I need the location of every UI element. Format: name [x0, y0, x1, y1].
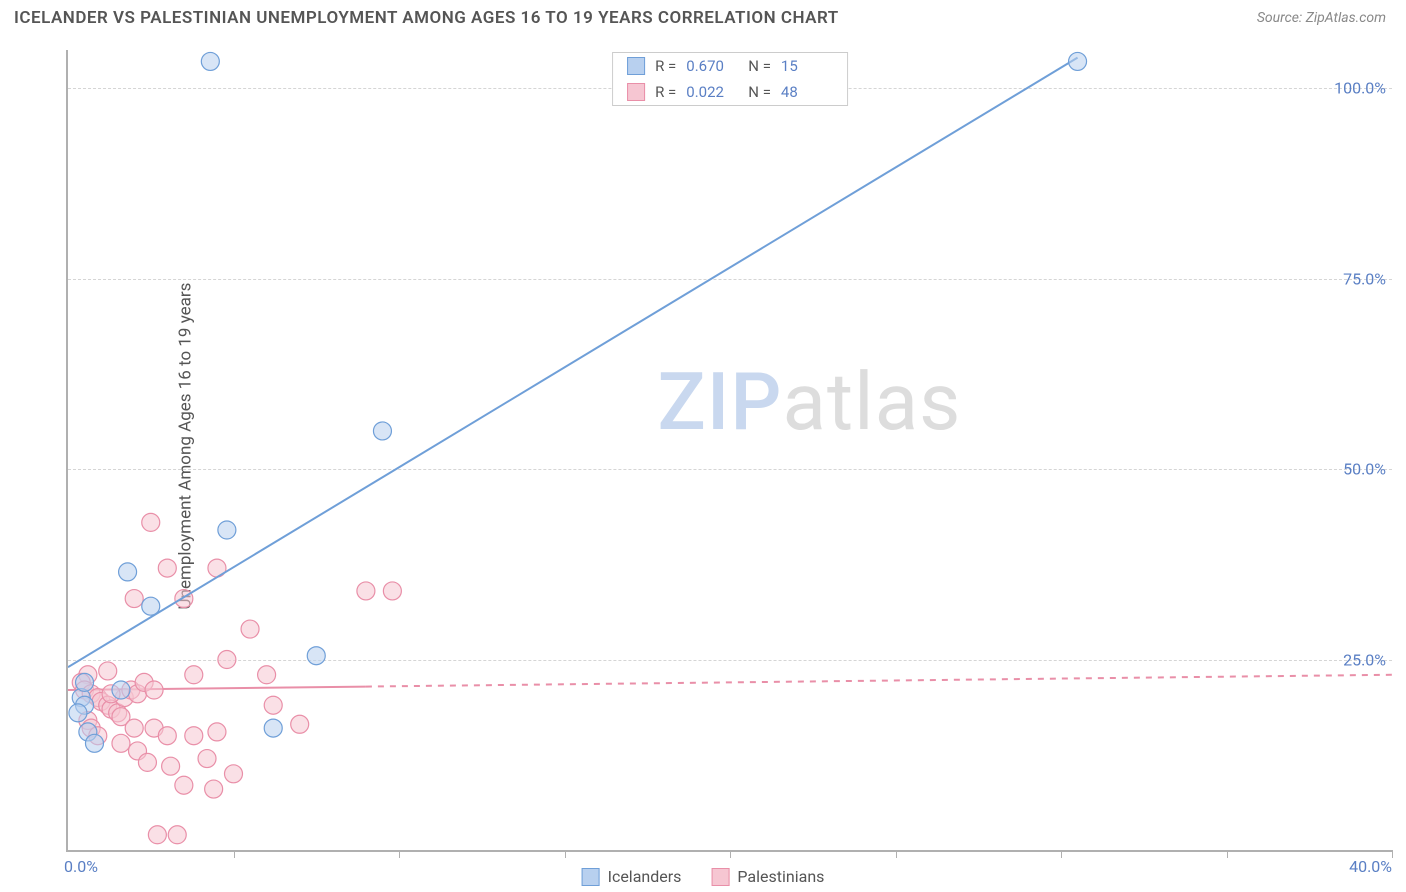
- stat-r-value: 0.022: [686, 83, 738, 101]
- x-tick-label: 0.0%: [64, 857, 98, 876]
- data-point: [218, 651, 236, 669]
- data-point: [158, 727, 176, 745]
- data-point: [201, 52, 219, 70]
- stat-r-value: 0.670: [686, 57, 738, 75]
- legend-swatch-icelanders: [582, 868, 600, 886]
- data-point: [119, 563, 137, 581]
- plot-area: ZIPatlas R = 0.670 N = 15 R = 0.022 N = …: [66, 50, 1392, 852]
- legend-item-icelanders: Icelanders: [582, 867, 682, 886]
- data-point: [264, 719, 282, 737]
- stat-n-label: N =: [748, 57, 771, 75]
- stat-n-value: 48: [781, 83, 833, 101]
- data-point: [205, 780, 223, 798]
- data-point: [307, 647, 325, 665]
- x-tick: [399, 850, 400, 858]
- data-point: [125, 719, 143, 737]
- legend-bottom: Icelanders Palestinians: [582, 867, 825, 886]
- stat-n-label: N =: [748, 83, 771, 101]
- data-point: [148, 826, 166, 844]
- legend-swatch-palestinians: [711, 868, 729, 886]
- data-point: [258, 666, 276, 684]
- data-point: [383, 582, 401, 600]
- legend-stats-row: R = 0.022 N = 48: [613, 79, 847, 105]
- data-point: [198, 750, 216, 768]
- x-tick: [730, 850, 731, 858]
- data-point: [99, 662, 117, 680]
- x-tick: [1392, 850, 1393, 858]
- data-point: [69, 704, 87, 722]
- legend-swatch-palestinians: [627, 83, 645, 101]
- data-point: [218, 521, 236, 539]
- data-point: [291, 715, 309, 733]
- data-point: [145, 681, 163, 699]
- stat-r-label: R =: [655, 83, 676, 101]
- data-point: [76, 673, 94, 691]
- data-point: [225, 765, 243, 783]
- data-point: [357, 582, 375, 600]
- data-point: [1069, 52, 1087, 70]
- data-point: [185, 666, 203, 684]
- chart-svg: [68, 50, 1392, 850]
- x-tick: [565, 850, 566, 858]
- data-point: [185, 727, 203, 745]
- source-label: Source: ZipAtlas.com: [1257, 10, 1386, 26]
- x-tick-label: 40.0%: [1349, 857, 1392, 876]
- stat-r-label: R =: [655, 57, 676, 75]
- plot-wrap: Unemployment Among Ages 16 to 19 years Z…: [32, 40, 1392, 852]
- data-point: [158, 559, 176, 577]
- data-point: [138, 753, 156, 771]
- x-tick: [1227, 850, 1228, 858]
- x-tick: [1061, 850, 1062, 858]
- x-tick: [896, 850, 897, 858]
- chart-title: ICELANDER VS PALESTINIAN UNEMPLOYMENT AM…: [14, 8, 839, 28]
- data-point: [162, 757, 180, 775]
- data-point: [241, 620, 259, 638]
- legend-label: Palestinians: [737, 867, 824, 886]
- stat-n-value: 15: [781, 57, 833, 75]
- legend-swatch-icelanders: [627, 57, 645, 75]
- data-point: [125, 590, 143, 608]
- data-point: [112, 681, 130, 699]
- data-point: [208, 723, 226, 741]
- legend-item-palestinians: Palestinians: [711, 867, 824, 886]
- legend-stats: R = 0.670 N = 15 R = 0.022 N = 48: [612, 52, 848, 106]
- data-point: [175, 776, 193, 794]
- data-point: [168, 826, 186, 844]
- x-tick: [234, 850, 235, 858]
- data-point: [373, 422, 391, 440]
- legend-stats-row: R = 0.670 N = 15: [613, 53, 847, 79]
- data-point: [142, 597, 160, 615]
- data-point: [264, 696, 282, 714]
- data-point: [85, 734, 103, 752]
- legend-label: Icelanders: [608, 867, 682, 886]
- data-point: [112, 734, 130, 752]
- data-point: [142, 513, 160, 531]
